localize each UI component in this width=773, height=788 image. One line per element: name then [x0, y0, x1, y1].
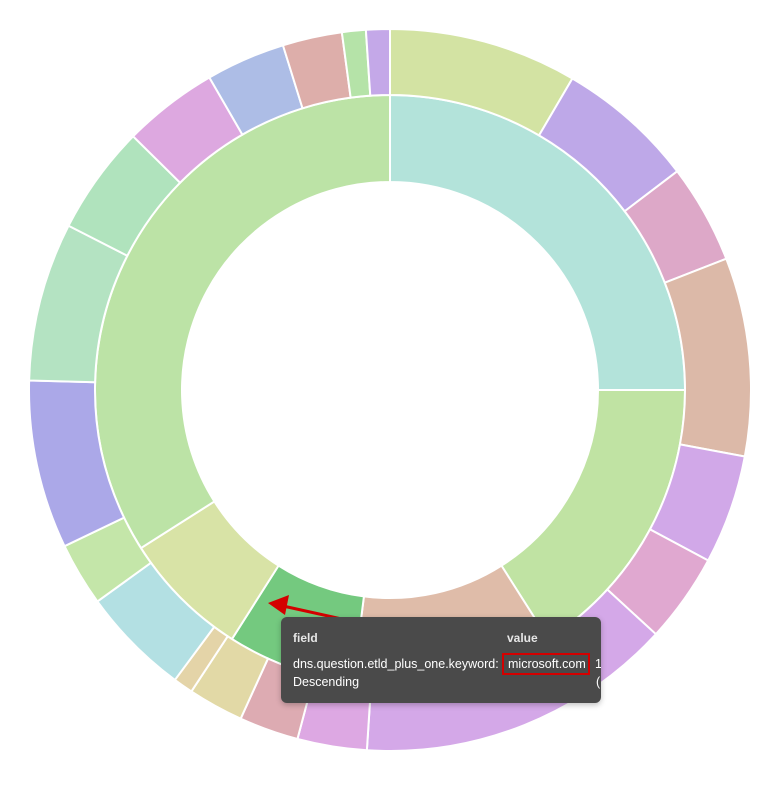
tooltip-value-highlight [502, 653, 590, 675]
tooltip-row1-extra: 1 [595, 657, 601, 671]
tooltip-row2-field: Descending [293, 675, 360, 689]
tooltip-header-value: value [507, 631, 538, 645]
tooltip-row1-value: microsoft.com [508, 657, 586, 671]
tooltip-row2-extra: ( [596, 675, 601, 689]
inner-ring [94, 93, 687, 686]
outer-segment[interactable] [364, 27, 391, 97]
tooltip: field value dns.question.etld_plus_one.k… [281, 617, 601, 703]
tooltip-header-field: field [293, 631, 318, 645]
tooltip-row1-field: dns.question.etld_plus_one.keyword: [293, 657, 499, 671]
